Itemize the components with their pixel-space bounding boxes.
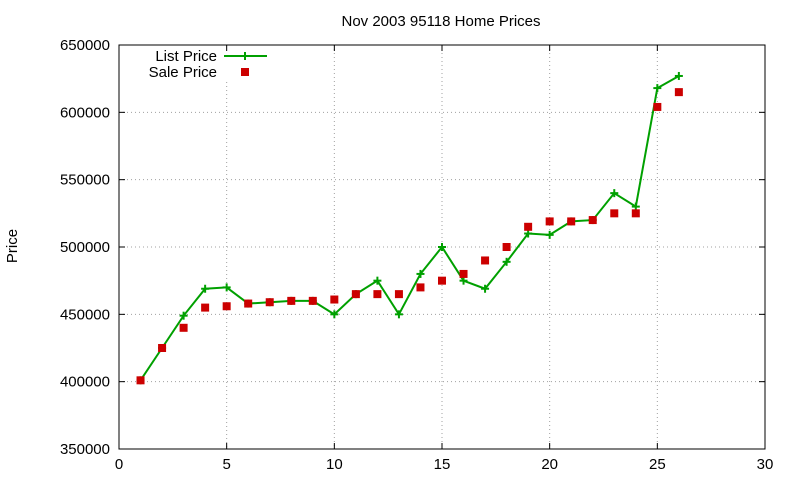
series bbox=[136, 71, 683, 385]
sale-price-point bbox=[179, 323, 188, 332]
legend-label: Sale Price bbox=[149, 64, 217, 81]
y-tick-label: 400000 bbox=[60, 374, 110, 391]
list-price-point bbox=[179, 311, 188, 320]
sale-price-point bbox=[588, 216, 597, 225]
sale-price-point bbox=[524, 222, 533, 231]
x-tick-label: 5 bbox=[222, 456, 230, 473]
sale-price-point bbox=[201, 303, 210, 312]
sale-price-point bbox=[502, 243, 511, 251]
sale-price-point bbox=[330, 295, 339, 304]
sale-price-point bbox=[136, 376, 145, 385]
sale-price-point bbox=[481, 256, 490, 265]
grid bbox=[119, 45, 765, 449]
plot-frame bbox=[118, 44, 766, 450]
sale-price-point bbox=[459, 269, 468, 278]
sale-price-point bbox=[653, 102, 662, 111]
x-tick-label: 30 bbox=[757, 456, 774, 473]
list-price-point bbox=[481, 284, 490, 293]
y-tick-label: 500000 bbox=[60, 239, 110, 256]
chart-title: Nov 2003 95118 Home Prices bbox=[342, 13, 541, 30]
list-price-point bbox=[201, 284, 210, 293]
y-tick-label: 450000 bbox=[60, 306, 110, 323]
y-tick-label: 350000 bbox=[60, 441, 110, 458]
list-price-point bbox=[610, 189, 619, 198]
list-price-point bbox=[653, 84, 662, 93]
list-price-point bbox=[330, 310, 339, 319]
y-tick-label: 650000 bbox=[60, 37, 110, 54]
series-list-price bbox=[136, 71, 683, 385]
list-price-point bbox=[222, 283, 231, 292]
list-price-point bbox=[502, 257, 511, 266]
list-price-point bbox=[545, 230, 554, 239]
list-price-point bbox=[631, 202, 640, 211]
sale-price-point bbox=[265, 298, 274, 307]
y-axis-label: Price bbox=[4, 229, 21, 263]
y-tick-label: 600000 bbox=[60, 104, 110, 121]
list-price-point bbox=[416, 269, 425, 278]
sale-price-point bbox=[287, 296, 296, 305]
sale-price-point bbox=[631, 209, 640, 218]
list-price-point bbox=[524, 229, 533, 238]
sale-price-point bbox=[351, 290, 360, 299]
list-price-point bbox=[438, 243, 446, 251]
sale-price-point bbox=[373, 290, 382, 299]
sale-price-point bbox=[567, 217, 576, 226]
list-price-point bbox=[373, 276, 382, 285]
list-price-line bbox=[139, 75, 680, 381]
sale-price-point bbox=[674, 88, 683, 97]
legend-plus-marker bbox=[241, 52, 249, 60]
x-tick-label: 25 bbox=[649, 456, 666, 473]
legend-label: List Price bbox=[155, 48, 217, 65]
sale-price-point bbox=[308, 296, 317, 305]
axis-ticks: 350000 400000 450000 500000 550000 600000 6500… bbox=[60, 37, 773, 473]
list-price-point bbox=[394, 310, 403, 319]
sale-price-point bbox=[610, 209, 619, 218]
list-price-point bbox=[674, 71, 683, 80]
x-tick-label: 0 bbox=[115, 456, 123, 473]
x-tick-label: 15 bbox=[434, 456, 451, 473]
sale-price-point bbox=[438, 276, 446, 285]
sale-price-point bbox=[545, 217, 554, 226]
sale-price-point bbox=[222, 302, 231, 311]
sale-price-point bbox=[394, 290, 403, 299]
series-sale-price bbox=[136, 88, 683, 385]
sale-price-point bbox=[158, 344, 167, 352]
sale-price-point bbox=[244, 299, 253, 308]
x-tick-label: 10 bbox=[326, 456, 343, 473]
legend-square-marker bbox=[241, 68, 249, 76]
sale-price-point bbox=[416, 283, 425, 292]
list-price-point bbox=[459, 276, 468, 285]
x-tick-label: 20 bbox=[541, 456, 558, 473]
y-tick-label: 550000 bbox=[60, 172, 110, 189]
